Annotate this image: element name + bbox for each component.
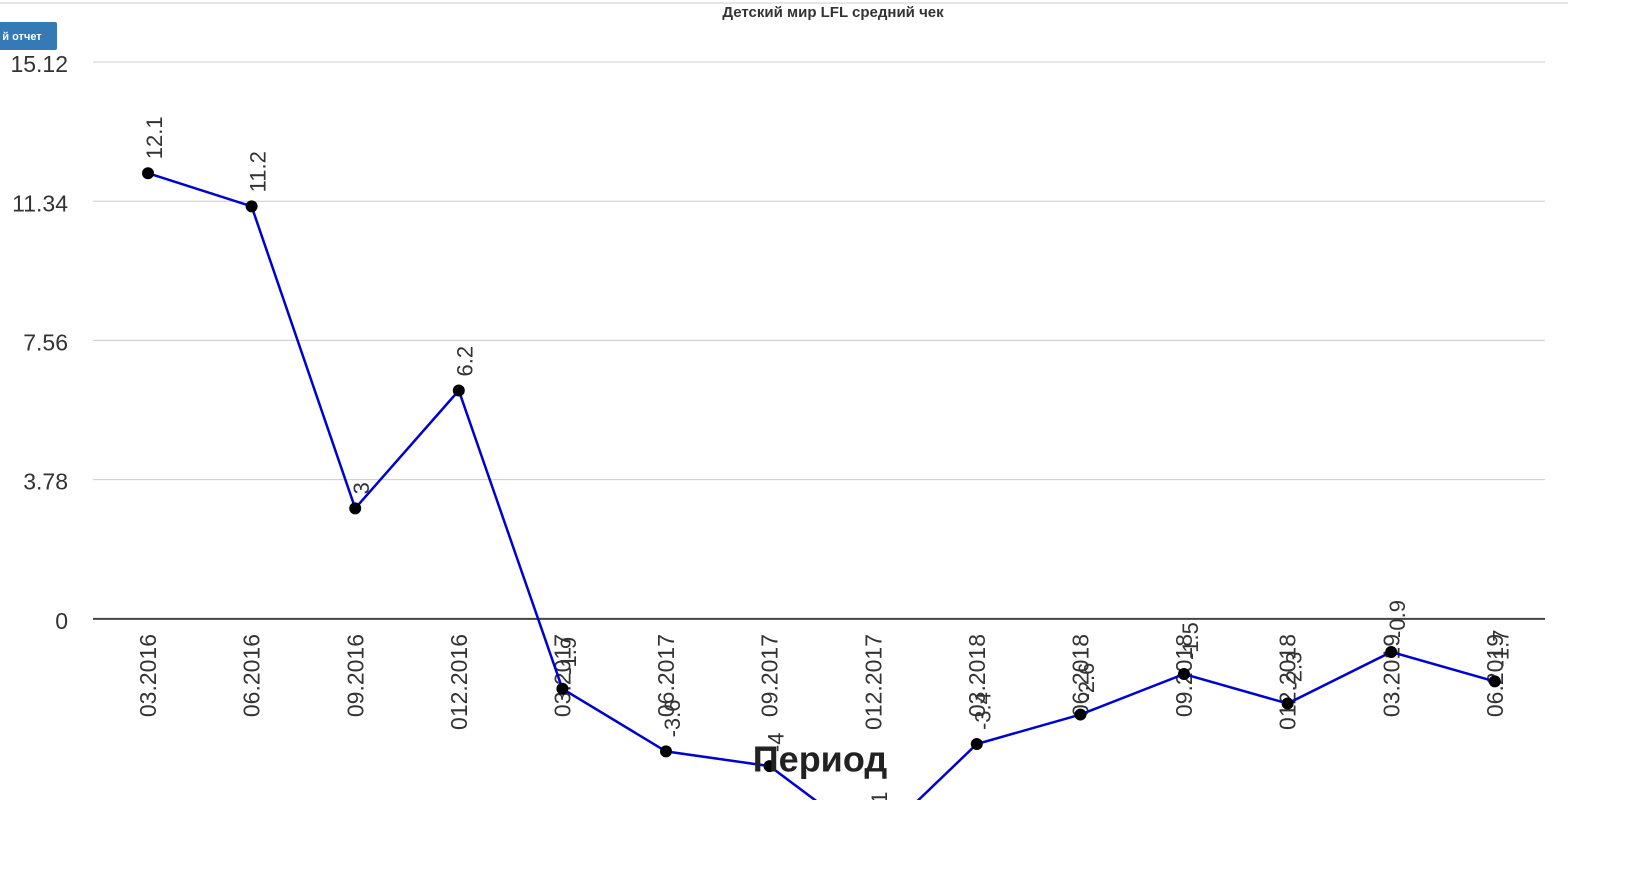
data-point <box>1385 645 1398 658</box>
data-point <box>970 738 983 751</box>
x-axis-title: Период <box>753 739 888 780</box>
y-tick-label: 0 <box>55 608 68 634</box>
plot: 0 3.78 7.56 11.34 15.12 03.2016 06.2016 09.2016… <box>10 51 1545 849</box>
data-label: -1.9 <box>556 637 581 675</box>
x-tick-label: 09.2016 <box>342 634 368 717</box>
data-label: -0.9 <box>1385 600 1410 638</box>
data-point <box>867 837 879 849</box>
data-label: 12.1 <box>142 116 167 159</box>
report-button-label[interactable]: й отчет <box>2 31 42 43</box>
data-point <box>1281 697 1294 710</box>
x-tick-label: 03.2018 <box>964 634 990 717</box>
x-tick-label: 06.2018 <box>1067 634 1093 717</box>
data-point <box>1074 708 1087 721</box>
data-label: -6.1 <box>867 792 892 830</box>
data-label: -1.7 <box>1489 629 1514 667</box>
x-tick-label: 03.2017 <box>549 634 575 717</box>
data-label: 6.2 <box>453 346 478 377</box>
report-button[interactable] <box>0 22 57 50</box>
data-label: -4 <box>763 733 788 753</box>
data-line <box>147 172 1496 800</box>
data-label: -1.5 <box>1178 622 1203 660</box>
data-point <box>1178 668 1190 681</box>
data-point <box>763 760 776 773</box>
x-tick-label: 012.2018 <box>1275 634 1301 730</box>
x-tick-label: 012.2017 <box>860 634 886 730</box>
data-point <box>142 167 154 180</box>
data-point <box>245 200 258 213</box>
x-tick-label: 06.2017 <box>653 634 679 717</box>
data-point <box>556 682 569 695</box>
y-tick-label: 3.78 <box>23 469 68 495</box>
data-point <box>660 745 672 758</box>
data-point <box>452 384 465 397</box>
chart-title: Детский мир LFL средний чек <box>722 4 944 21</box>
data-label: -2.3 <box>1281 652 1306 690</box>
data-point <box>349 502 362 515</box>
data-label: -3.6 <box>660 699 685 737</box>
data-point <box>1488 675 1501 688</box>
data-label: 11.2 <box>245 151 270 192</box>
y-tick-label: 7.56 <box>23 329 68 355</box>
x-tick-label: 09.2017 <box>757 634 783 717</box>
data-label: -2.6 <box>1074 663 1099 701</box>
y-tick-label: 11.34 <box>12 190 68 216</box>
x-tick-label: 012.2016 <box>446 634 472 730</box>
x-tick-label: 06.2016 <box>239 634 265 717</box>
x-tick-label: 03.2016 <box>135 634 161 717</box>
data-label: -3.4 <box>971 692 996 730</box>
y-tick-label: 15.12 <box>10 51 68 77</box>
data-label: 3 <box>349 482 374 494</box>
